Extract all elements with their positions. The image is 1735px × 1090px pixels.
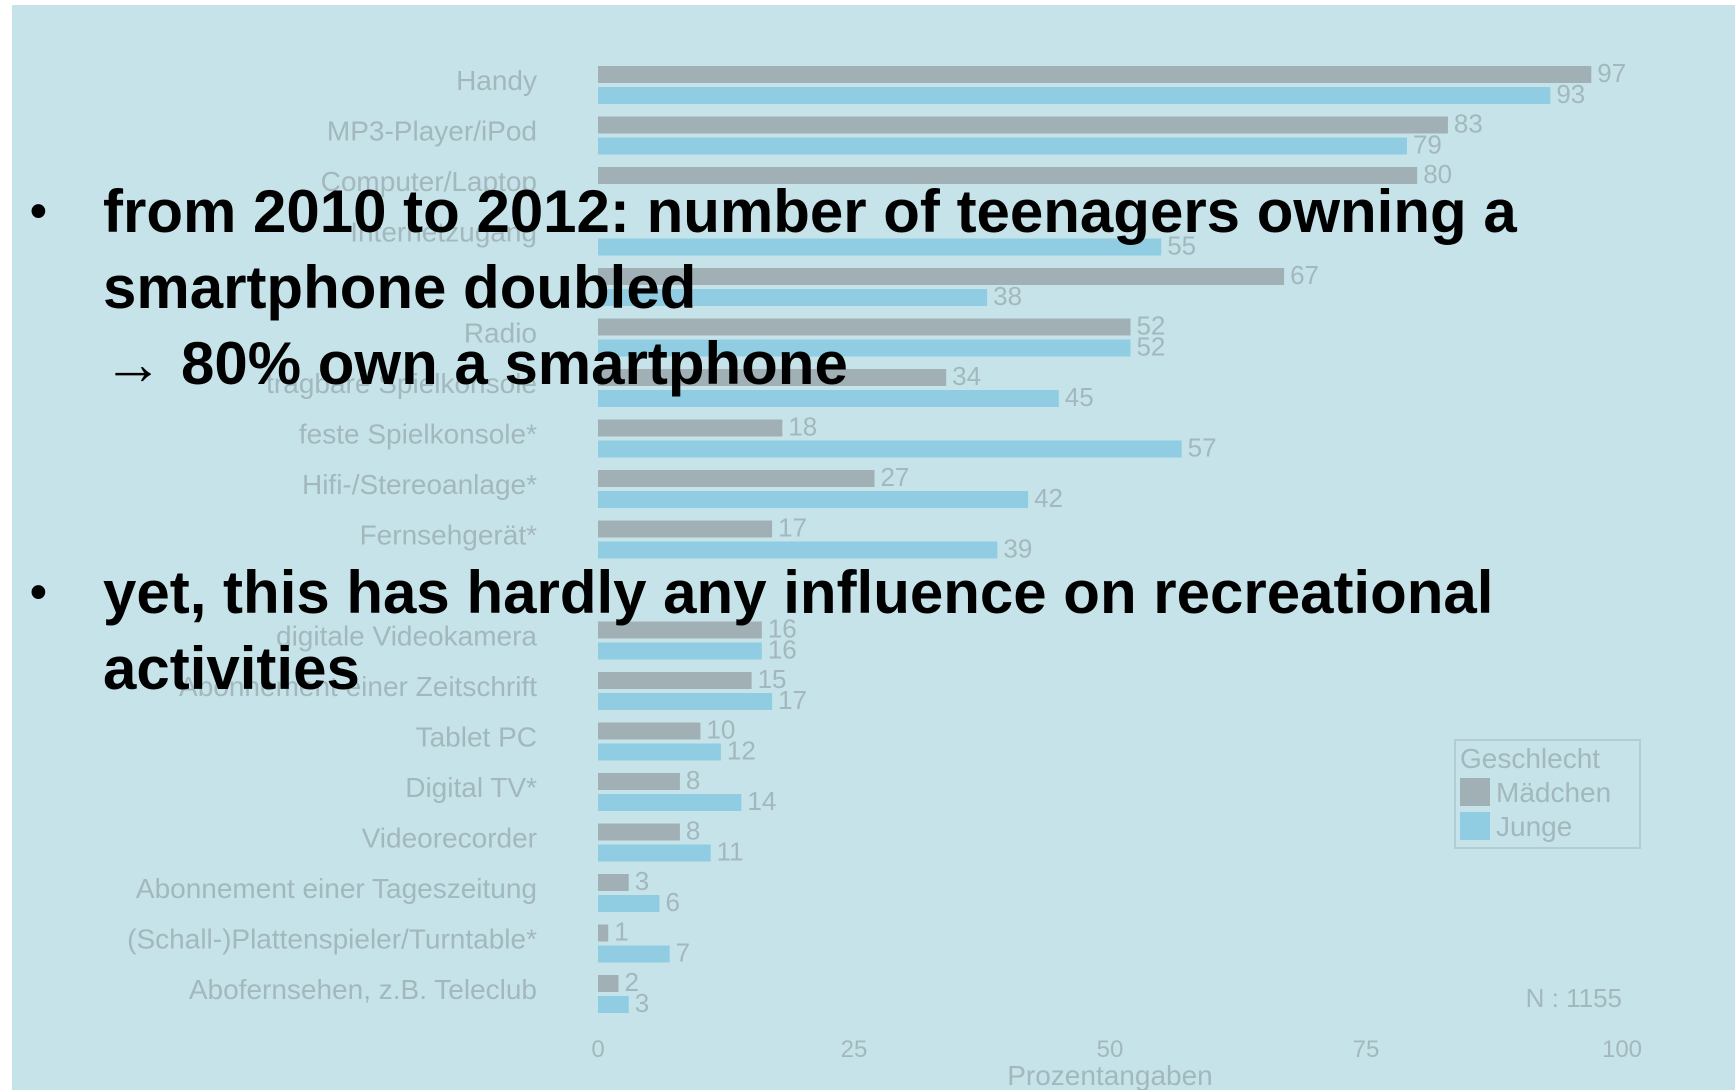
data-label: 2 bbox=[624, 967, 638, 997]
bar-junge bbox=[598, 743, 721, 761]
data-label: 57 bbox=[1188, 433, 1217, 463]
bar-maedchen bbox=[598, 924, 609, 942]
data-label: 3 bbox=[635, 988, 649, 1018]
bar-junge bbox=[598, 541, 998, 559]
category-label: Videorecorder bbox=[362, 823, 537, 854]
category-label: digitale Videokamera bbox=[276, 621, 537, 652]
x-tick-label: 25 bbox=[841, 1036, 868, 1063]
category-label: Abonnement einer Tageszeitung bbox=[136, 873, 537, 904]
data-label: 80 bbox=[1423, 159, 1452, 189]
bar-junge bbox=[598, 794, 742, 811]
bar-maedchen bbox=[598, 520, 773, 538]
bar-junge bbox=[598, 945, 670, 963]
data-label: 38 bbox=[993, 281, 1022, 311]
bar-maedchen bbox=[598, 419, 783, 437]
category-label: Computer/Laptop bbox=[321, 166, 537, 197]
bar-junge bbox=[598, 339, 1131, 357]
bar-junge bbox=[598, 844, 711, 862]
sample-size-note: N : 1155 bbox=[1526, 983, 1622, 1013]
data-label: 55 bbox=[1167, 231, 1196, 261]
category-label: Internetzugang bbox=[350, 217, 537, 248]
legend-box bbox=[1454, 739, 1641, 849]
bar-maedchen bbox=[598, 318, 1131, 336]
bar-junge bbox=[598, 289, 988, 306]
bar-maedchen bbox=[598, 975, 619, 992]
category-label: Fernsehgerät* bbox=[360, 520, 538, 551]
data-label: 8 bbox=[686, 816, 700, 846]
data-label: 45 bbox=[1065, 382, 1094, 412]
data-label: 83 bbox=[1454, 109, 1483, 139]
x-tick-label: 0 bbox=[591, 1036, 604, 1063]
data-label: 11 bbox=[717, 837, 744, 867]
data-label: 39 bbox=[1003, 534, 1032, 564]
category-label: Hifi-/Stereoanlage* bbox=[302, 469, 537, 500]
legend-entry: Junge bbox=[1496, 811, 1572, 842]
bar-maedchen bbox=[598, 672, 752, 689]
data-label: 12 bbox=[727, 736, 756, 766]
bar-junge bbox=[598, 895, 660, 912]
bar-junge bbox=[598, 440, 1182, 458]
x-tick-label: 50 bbox=[1097, 1036, 1124, 1063]
data-label: 1 bbox=[614, 917, 628, 947]
category-label: (Schall-)Plattenspieler/Turntable* bbox=[127, 924, 537, 955]
bar-maedchen bbox=[598, 369, 947, 386]
bar-maedchen bbox=[598, 722, 701, 740]
bar-junge bbox=[598, 390, 1059, 407]
bar-junge bbox=[598, 238, 1162, 256]
legend-entry: Mädchen bbox=[1496, 777, 1611, 808]
data-label: 3 bbox=[635, 866, 649, 896]
data-label: 27 bbox=[880, 462, 909, 492]
bar-junge bbox=[598, 87, 1551, 104]
data-label: 18 bbox=[788, 412, 817, 442]
bar-maedchen bbox=[598, 773, 680, 790]
data-label: 6 bbox=[665, 887, 679, 917]
category-label: MP3-Player/iPod bbox=[327, 116, 537, 147]
bar-maedchen bbox=[598, 268, 1285, 285]
data-label: 42 bbox=[1034, 483, 1063, 513]
bar-maedchen bbox=[598, 66, 1592, 83]
bar-junge bbox=[598, 642, 762, 660]
data-label: 67 bbox=[1290, 260, 1319, 290]
bar-junge bbox=[598, 137, 1407, 155]
category-label: Tablet PC bbox=[416, 722, 537, 753]
bar-maedchen bbox=[598, 116, 1448, 134]
bar-junge bbox=[598, 693, 773, 710]
data-label: 16 bbox=[768, 614, 797, 644]
category-label: Abonnement einer Zeitschrift bbox=[179, 671, 537, 702]
data-label: 15 bbox=[758, 664, 787, 694]
x-axis-label: Prozentangaben bbox=[1007, 1060, 1213, 1090]
category-label: feste Spielkonsole* bbox=[299, 419, 537, 450]
data-label: 17 bbox=[778, 685, 807, 715]
bar-maedchen bbox=[598, 470, 875, 487]
data-label: 52 bbox=[1136, 332, 1165, 362]
bar-maedchen bbox=[598, 823, 680, 841]
data-label: 7 bbox=[676, 938, 690, 968]
data-label: 8 bbox=[686, 765, 700, 795]
legend-swatch bbox=[1460, 812, 1490, 840]
bar-junge bbox=[598, 996, 629, 1013]
data-label: 79 bbox=[1413, 130, 1442, 160]
data-label: 14 bbox=[747, 786, 776, 816]
category-label: Radio bbox=[464, 318, 537, 349]
data-label: 93 bbox=[1556, 79, 1585, 109]
x-tick-label: 75 bbox=[1353, 1036, 1380, 1063]
data-label: 16 bbox=[768, 635, 797, 665]
data-label: 10 bbox=[706, 715, 735, 745]
category-label: Handy bbox=[456, 65, 537, 96]
data-label: 97 bbox=[1597, 58, 1626, 88]
data-label: 34 bbox=[952, 361, 981, 391]
bar-maedchen bbox=[598, 874, 629, 891]
bar-junge bbox=[598, 491, 1029, 508]
category-label: tragbare Spielkonsole bbox=[266, 368, 537, 399]
legend-title: Geschlecht bbox=[1460, 743, 1600, 774]
x-tick-label: 100 bbox=[1602, 1036, 1642, 1063]
data-label: 52 bbox=[1136, 311, 1165, 341]
legend-swatch bbox=[1460, 778, 1490, 806]
category-label: Digital TV* bbox=[405, 772, 537, 803]
bar-maedchen bbox=[598, 167, 1418, 184]
bar-maedchen bbox=[598, 621, 762, 639]
category-label: Abofernsehen, z.B. Teleclub bbox=[189, 974, 537, 1005]
data-label: 17 bbox=[778, 513, 807, 543]
